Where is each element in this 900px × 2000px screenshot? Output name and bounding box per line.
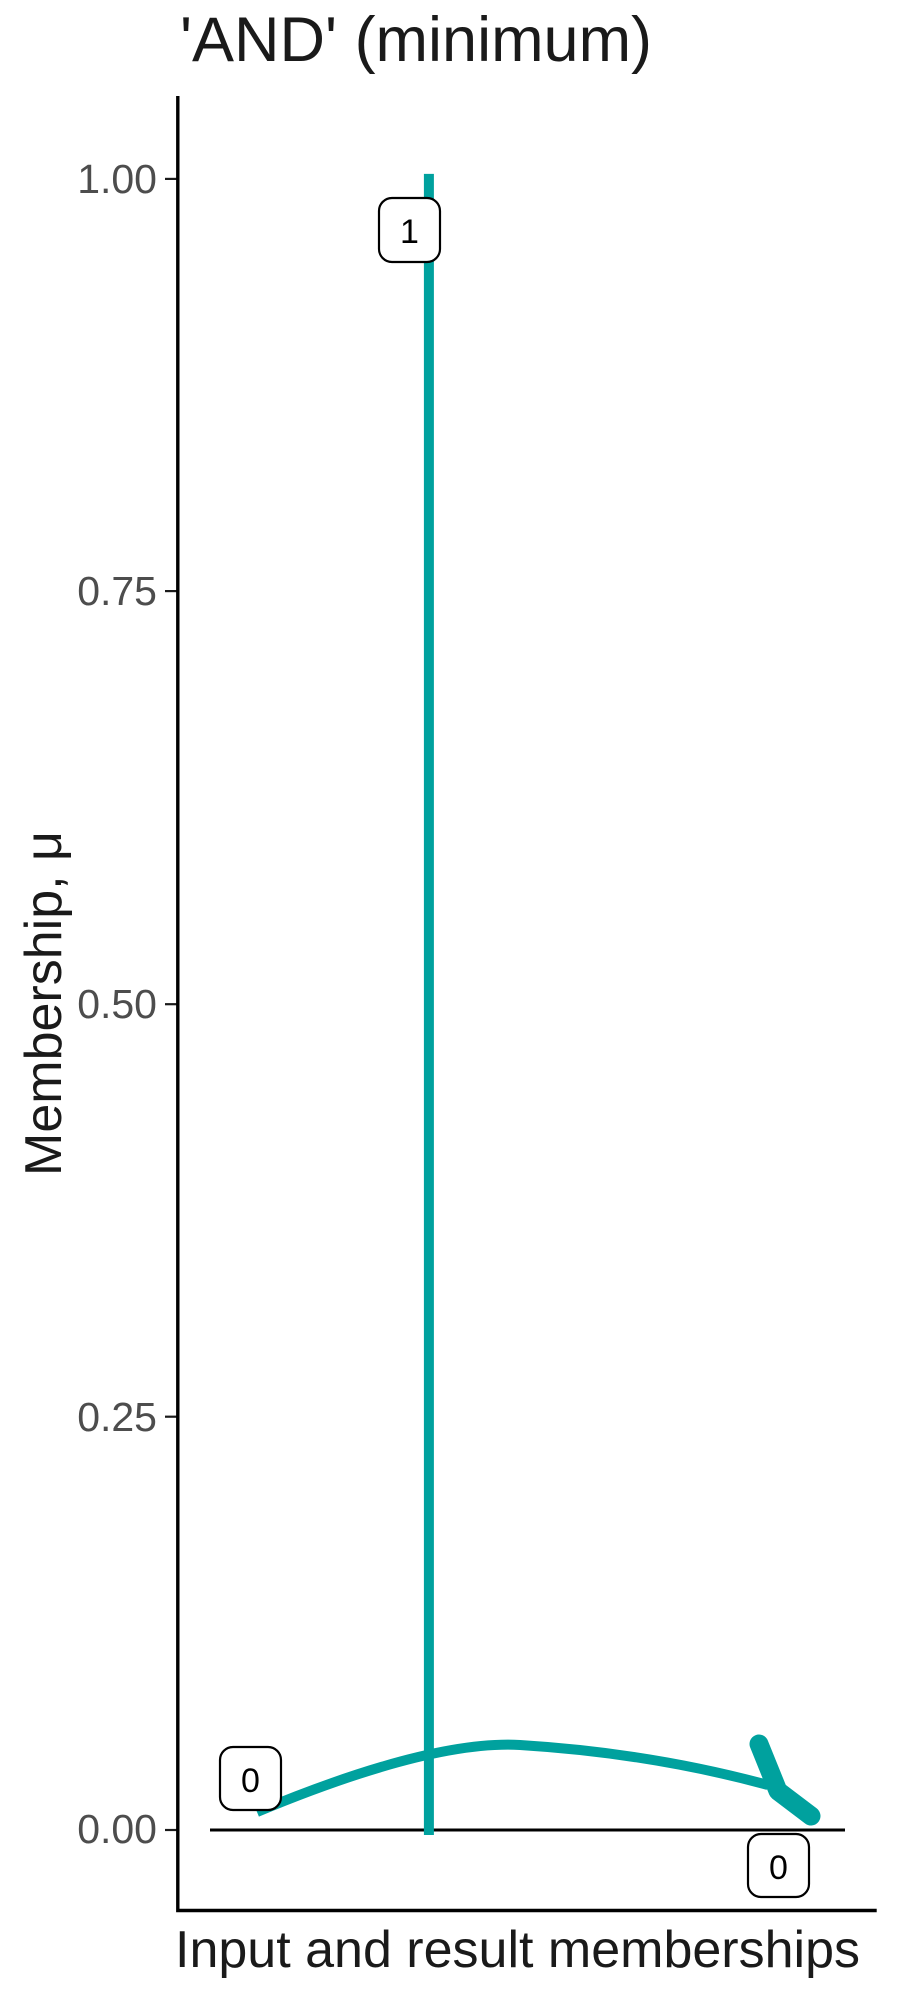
svg-text:1: 1	[400, 213, 419, 251]
svg-text:0: 0	[241, 1762, 260, 1800]
svg-text:0: 0	[769, 1849, 788, 1887]
